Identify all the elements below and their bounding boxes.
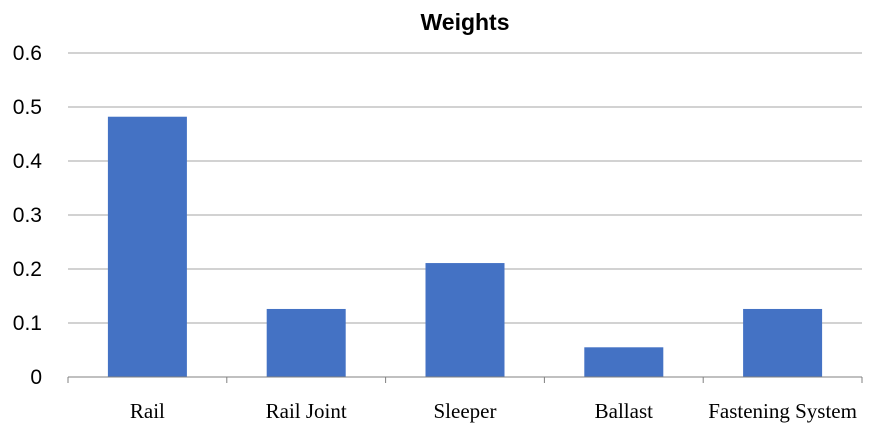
- bars: [107, 116, 823, 377]
- y-tick-label: 0.5: [13, 96, 42, 119]
- x-tick-label: Rail: [130, 399, 165, 423]
- bar-ballast: [584, 347, 664, 377]
- y-tick-label: 0.4: [13, 150, 43, 173]
- x-tick-labels: Rail Rail Joint Sleeper Ballast Fastening Sy…: [130, 399, 857, 423]
- x-tick-label: Fastening System: [708, 399, 857, 423]
- gridlines: [68, 52, 862, 324]
- x-tick-label: Ballast: [595, 399, 653, 423]
- bar-sleeper: [425, 263, 505, 377]
- y-tick-label: 0: [30, 366, 42, 389]
- y-tick-labels: 0 0.1 0.2 0.3 0.4 0.5 0.6: [13, 42, 43, 389]
- y-tick-label: 0.1: [13, 312, 42, 335]
- axes: [67, 376, 863, 383]
- y-tick-label: 0.6: [13, 42, 42, 65]
- x-tick-label: Rail Joint: [266, 399, 347, 423]
- bar-rail-joint: [266, 308, 346, 377]
- y-tick-label: 0.3: [13, 204, 42, 227]
- chart-title: Weights: [420, 9, 509, 35]
- x-tick-label: Sleeper: [434, 399, 497, 423]
- y-tick-label: 0.2: [13, 258, 42, 281]
- bar-rail: [107, 116, 187, 377]
- bar-fastening-system: [743, 308, 823, 377]
